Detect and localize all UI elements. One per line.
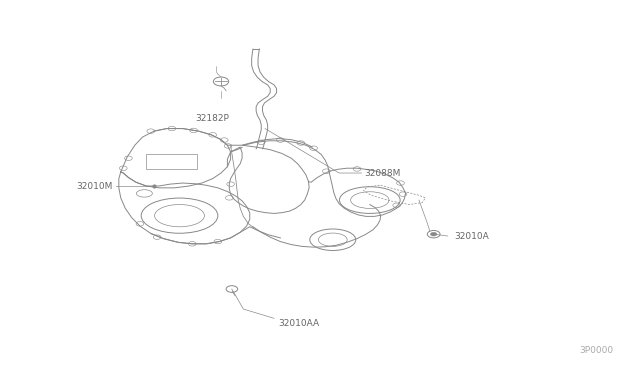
Text: 32010AA: 32010AA: [278, 319, 319, 328]
Text: 32010A: 32010A: [454, 231, 489, 241]
Circle shape: [431, 232, 437, 236]
Text: 3P0000: 3P0000: [580, 346, 614, 355]
Text: 32182P: 32182P: [196, 114, 230, 123]
Text: 32010M: 32010M: [76, 182, 113, 190]
Text: 32088M: 32088M: [365, 169, 401, 177]
